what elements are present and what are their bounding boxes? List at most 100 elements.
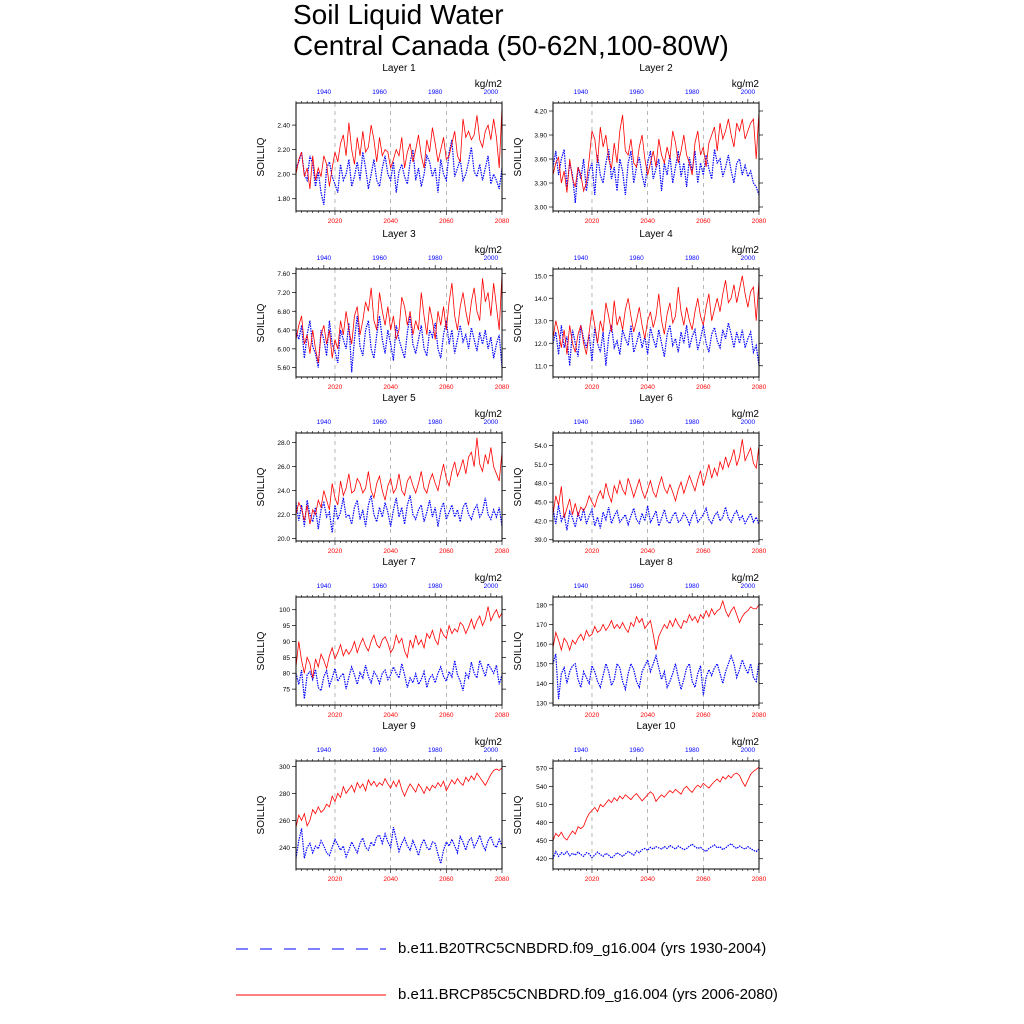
y-tick-label: 180: [536, 602, 547, 609]
x-tick-label-top: 2000: [484, 747, 499, 754]
x-tick-label-bottom: 2060: [696, 712, 711, 719]
chart-title-line2: Central Canada (50-62N,100-80W): [293, 30, 729, 61]
panel-units: kg/m2: [475, 79, 503, 90]
y-tick-label: 480: [536, 820, 547, 827]
x-tick-label-top: 1980: [685, 747, 700, 754]
plot-frame: [552, 596, 760, 706]
y-tick-label: 3.90: [534, 133, 547, 140]
x-tick-label-top: 1940: [317, 255, 332, 262]
y-tick-label: 6.00: [277, 346, 290, 353]
y-tick-label: 150: [536, 661, 547, 668]
x-tick-label-top: 1940: [574, 419, 589, 426]
layer-panel-8: Layer 8 kg/m2 SOILLIQ 130 140 150 160 170 180 202…: [513, 557, 767, 719]
y-tick-label: 95: [283, 623, 291, 630]
panel-title: Layer 8: [639, 557, 673, 568]
x-tick-label-bottom: 2080: [752, 384, 767, 391]
y-tick-label: 80: [283, 671, 291, 678]
panels-svg: Layer 1 kg/m2 SOILLIQ 1.80 2.00 2.20 2.40 2020 2…: [256, 63, 767, 883]
rcp-series-line: [552, 599, 760, 652]
legend-rcp: b.e11.BRCP85C5CNBDRD.f09_g16.004 (yrs 20…: [236, 985, 996, 1005]
y-tick-label: 260: [279, 818, 290, 825]
hist-series-line: [552, 149, 760, 204]
x-tick-label-top: 2000: [484, 419, 499, 426]
x-tick-label-top: 1960: [372, 89, 387, 96]
y-tick-label: 7.20: [277, 290, 290, 297]
x-tick-label-top: 1960: [629, 89, 644, 96]
y-tick-label: 24.0: [277, 488, 290, 495]
y-tick-label: 22.0: [277, 512, 290, 519]
x-tick-label-bottom: 2040: [383, 384, 398, 391]
x-tick-label-top: 1940: [317, 419, 332, 426]
y-tick-label: 100: [279, 607, 290, 614]
layer-panel-5: Layer 5 kg/m2 SOILLIQ 20.0 22.0 24.0 26.0 28.0 2…: [256, 393, 510, 555]
x-tick-label-bottom: 2060: [439, 712, 454, 719]
y-axis-label: SOILLIQ: [256, 467, 267, 506]
y-tick-label: 75: [283, 687, 291, 694]
layer-panel-1: Layer 1 kg/m2 SOILLIQ 1.80 2.00 2.20 2.40 2020 2…: [256, 63, 510, 225]
y-tick-label: 12.0: [534, 341, 547, 348]
x-tick-label-top: 1980: [685, 255, 700, 262]
y-tick-label: 28.0: [277, 440, 290, 447]
x-tick-label-bottom: 2020: [328, 218, 343, 225]
rcp-series-line: [295, 437, 503, 525]
y-axis-label: SOILLIQ: [513, 467, 524, 506]
y-tick-label: 280: [279, 791, 290, 798]
y-tick-label: 3.30: [534, 181, 547, 188]
panel-title: Layer 6: [639, 393, 673, 404]
rcp-series-line: [295, 273, 503, 363]
y-tick-label: 54.0: [534, 443, 547, 450]
hist-series-line: [552, 322, 760, 366]
hist-series-line: [295, 827, 503, 864]
x-tick-label-top: 1960: [629, 583, 644, 590]
x-tick-label-top: 1960: [372, 747, 387, 754]
y-tick-label: 13.0: [534, 318, 547, 325]
hist-series-line: [552, 653, 760, 700]
x-tick-label-top: 1980: [685, 583, 700, 590]
x-tick-label-bottom: 2020: [328, 876, 343, 883]
y-tick-label: 90: [283, 639, 291, 646]
x-tick-label-bottom: 2080: [752, 218, 767, 225]
y-tick-label: 6.40: [277, 328, 290, 335]
x-tick-label-top: 1960: [629, 419, 644, 426]
x-tick-label-top: 1980: [685, 89, 700, 96]
x-tick-label-bottom: 2040: [383, 876, 398, 883]
y-tick-label: 15.0: [534, 273, 547, 280]
hist-series-line: [552, 504, 760, 531]
hist-series-line: [295, 139, 503, 205]
x-tick-label-top: 2000: [741, 747, 756, 754]
y-tick-label: 20.0: [277, 536, 290, 543]
y-tick-label: 300: [279, 764, 290, 771]
panel-units: kg/m2: [475, 737, 503, 748]
y-axis-label: SOILLIQ: [256, 303, 267, 342]
x-tick-label-bottom: 2060: [696, 384, 711, 391]
rcp-series-line: [295, 606, 503, 679]
y-tick-label: 450: [536, 838, 547, 845]
x-tick-label-bottom: 2080: [495, 384, 510, 391]
layer-panel-3: Layer 3 kg/m2 SOILLIQ 5.60 6.00 6.40 6.80 7.20 7…: [256, 229, 510, 391]
x-tick-label-top: 1940: [574, 747, 589, 754]
panel-title: Layer 4: [639, 229, 673, 240]
plot-frame: [552, 102, 760, 212]
x-tick-label-bottom: 2020: [328, 712, 343, 719]
y-axis-label: SOILLIQ: [513, 631, 524, 670]
y-tick-label: 3.00: [534, 205, 547, 212]
x-tick-label-top: 1960: [629, 747, 644, 754]
y-axis-label: SOILLIQ: [256, 631, 267, 670]
x-tick-label-bottom: 2060: [439, 384, 454, 391]
y-axis-label: SOILLIQ: [513, 303, 524, 342]
x-tick-label-bottom: 2020: [585, 384, 600, 391]
y-tick-label: 2.40: [277, 123, 290, 130]
panel-units: kg/m2: [732, 79, 760, 90]
y-axis-label: SOILLIQ: [513, 137, 524, 176]
panel-title: Layer 5: [382, 393, 416, 404]
x-tick-label-top: 1980: [428, 583, 443, 590]
x-tick-label-top: 1940: [574, 89, 589, 96]
legend-hist: b.e11.B20TRC5CNBDRD.f09_g16.004 (yrs 193…: [236, 939, 996, 959]
panel-units: kg/m2: [475, 409, 503, 420]
legend-rcp-label: b.e11.BRCP85C5CNBDRD.f09_g16.004 (yrs 20…: [398, 986, 778, 1003]
x-tick-label-bottom: 2040: [640, 218, 655, 225]
panel-units: kg/m2: [732, 573, 760, 584]
panel-title: Layer 2: [639, 63, 673, 74]
hist-series-line: [552, 842, 760, 859]
x-tick-label-top: 1980: [428, 89, 443, 96]
